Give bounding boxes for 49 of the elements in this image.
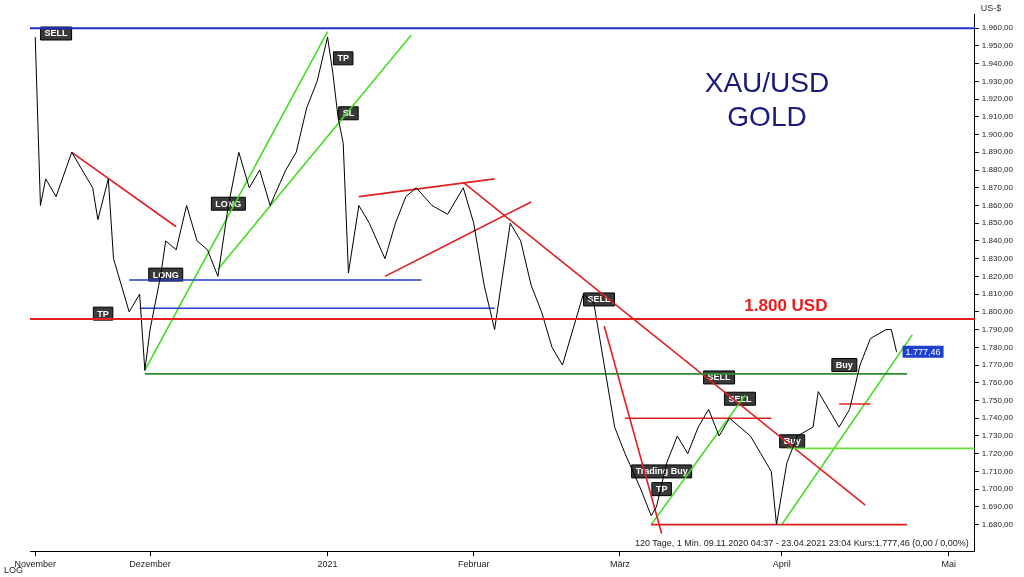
y-tick-label: 1.700,00	[981, 484, 1014, 494]
y-tick-label: 1.820,00	[981, 271, 1014, 281]
y-tick-label: 1.950,00	[981, 41, 1014, 51]
y-tick-label: 1.800,00	[981, 307, 1014, 317]
y-tick-label: 1.710,00	[981, 466, 1014, 476]
y-tick-label: 1.940,00	[981, 58, 1014, 68]
y-tick-label: 1.870,00	[981, 182, 1014, 192]
y-tick-label: 1.770,00	[981, 360, 1014, 370]
ref-line-label: 1.800 USD	[744, 296, 828, 316]
y-tick-label: 1.840,00	[981, 236, 1014, 246]
y-tick-label: 1.860,00	[981, 200, 1014, 210]
y-tick-label: 1.930,00	[981, 76, 1014, 86]
y-tick-label: 1.910,00	[981, 112, 1014, 122]
annotation: TP	[655, 484, 668, 495]
text: GOLD	[727, 100, 807, 132]
y-tick-label: 1.830,00	[981, 253, 1014, 263]
x-tick-label: April	[772, 559, 791, 570]
y-tick-label: 1.780,00	[981, 342, 1014, 352]
y-tick-label: 1.810,00	[981, 289, 1014, 299]
annotation: LONG	[152, 269, 179, 280]
y-tick-label: 1.850,00	[981, 218, 1014, 228]
x-tick-label: Februar	[457, 559, 490, 570]
annotation: TP	[97, 308, 109, 319]
y-tick-label: 1.900,00	[981, 129, 1014, 139]
y-tick-label: 1.680,00	[981, 519, 1014, 529]
annotation: 120 Tage, 1 Min. 09.11.2020 04:37 - 23.04.2021 23:04 Kurs:1.777,46 (0,00 / 0,00%)	[634, 538, 969, 549]
y-tick-label: 1.690,00	[981, 502, 1014, 512]
y-tick-label: 1.750,00	[981, 395, 1014, 405]
y-axis-title: US-$	[980, 2, 1002, 13]
text: XAU/USD	[704, 66, 830, 98]
y-tick-label: 1.760,00	[981, 377, 1014, 387]
y-tick-label: 1.920,00	[981, 94, 1014, 104]
x-tick-label: Mai	[941, 559, 957, 570]
y-tick-label: 1.890,00	[981, 147, 1014, 157]
y-tick-label: 1.790,00	[981, 324, 1014, 334]
annotation: SELL	[587, 294, 611, 305]
x-tick-label: 2021	[317, 559, 338, 570]
y-tick-label: 1.960,00	[981, 23, 1014, 33]
y-tick-label: 1.740,00	[981, 413, 1014, 423]
annotation: SELL	[44, 28, 69, 39]
y-tick-label: 1.720,00	[981, 448, 1014, 458]
annotation: SELL	[707, 372, 732, 383]
y-tick-label: 1.880,00	[981, 165, 1014, 175]
x-tick-label: Dezember	[129, 559, 171, 570]
annotation: TP	[337, 53, 349, 64]
x-tick-label: März	[609, 559, 631, 570]
y-tick-label: 1.730,00	[981, 431, 1014, 441]
data-label: 1.777,46	[905, 346, 941, 357]
annotation: Buy	[835, 360, 853, 371]
